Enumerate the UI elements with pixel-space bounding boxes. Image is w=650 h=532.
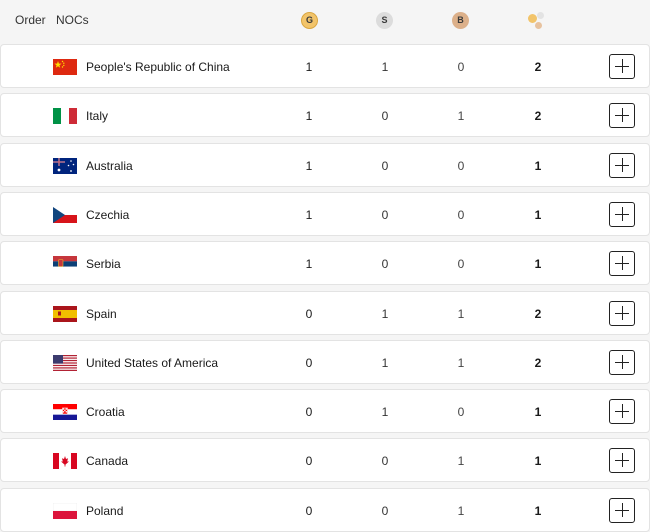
country-name[interactable]: Serbia: [86, 257, 121, 272]
gold-count: 0: [305, 454, 313, 469]
table-row: Croatia 0 1 0 1: [0, 389, 650, 434]
gold-count: 1: [305, 158, 313, 173]
table-row: Poland 0 0 1 1: [0, 487, 650, 532]
silver-count: 0: [381, 109, 389, 124]
flag-australia-icon: [53, 157, 77, 174]
total-count: 2: [534, 60, 542, 74]
country-name[interactable]: Italy: [86, 109, 109, 124]
expand-row-button[interactable]: [609, 103, 635, 129]
bronze-count: 0: [457, 207, 465, 222]
plus-icon: [610, 400, 634, 423]
country-name[interactable]: United States of America: [86, 355, 219, 370]
silver-count: 1: [381, 355, 389, 370]
flag-china-icon: [53, 59, 77, 75]
expand-row-button[interactable]: [609, 399, 635, 425]
plus-icon: [610, 104, 634, 127]
bronze-medal-icon[interactable]: B: [452, 12, 469, 29]
country-name[interactable]: Czechia: [86, 207, 130, 222]
expand-row-button[interactable]: [609, 448, 635, 474]
gold-count: 1: [305, 60, 313, 74]
gold-count: 1: [305, 109, 313, 124]
silver-count: 1: [381, 60, 389, 74]
flag-serbia-icon: [53, 256, 77, 273]
country-name[interactable]: Australia: [86, 158, 133, 173]
flag-poland-icon: [53, 502, 77, 519]
table-row: United States of America 0 1 1 2: [0, 339, 650, 384]
expand-row-button[interactable]: [609, 497, 635, 523]
silver-count: 0: [381, 158, 389, 173]
gold-count: 1: [305, 207, 313, 222]
country-name[interactable]: Canada: [86, 454, 129, 469]
bronze-count: 1: [457, 454, 465, 469]
plus-icon: [610, 203, 634, 226]
plus-icon: [610, 55, 634, 78]
expand-row-button[interactable]: [609, 349, 635, 375]
total-count: 1: [534, 503, 542, 518]
flag-canada-icon: [53, 453, 77, 470]
expand-row-button[interactable]: [609, 300, 635, 326]
gold-count: 0: [305, 306, 313, 321]
total-count: 1: [534, 158, 542, 173]
country-name[interactable]: Croatia: [86, 405, 125, 420]
bronze-count: 1: [457, 503, 465, 518]
bronze-count: 0: [457, 60, 465, 74]
total-count: 1: [534, 454, 542, 469]
country-name[interactable]: Spain: [86, 306, 117, 321]
gold-medal-icon[interactable]: G: [301, 12, 318, 29]
table-row: Czechia 1 0 0 1: [0, 191, 650, 236]
flag-croatia-icon: [53, 404, 77, 421]
country-name[interactable]: People's Republic of China: [86, 60, 230, 74]
plus-icon: [610, 252, 634, 275]
total-medals-icon[interactable]: [527, 11, 549, 33]
silver-count: 0: [381, 503, 389, 518]
bronze-count: 1: [457, 109, 465, 124]
bronze-count: 0: [457, 257, 465, 272]
table-row: Serbia 1 0 0 1: [0, 241, 650, 286]
silver-count: 0: [381, 454, 389, 469]
gold-count: 0: [305, 405, 313, 420]
table-row: People's Republic of China 1 1 0 2: [0, 44, 650, 88]
table-row: Spain 0 1 1 2: [0, 290, 650, 335]
silver-medal-icon[interactable]: S: [376, 12, 393, 29]
bronze-count: 1: [457, 355, 465, 370]
silver-count: 1: [381, 306, 389, 321]
plus-icon: [610, 499, 634, 522]
bronze-count: 1: [457, 306, 465, 321]
total-count: 2: [534, 355, 542, 370]
order-column-header[interactable]: Order: [15, 13, 46, 27]
plus-icon: [610, 302, 634, 325]
expand-row-button[interactable]: [609, 201, 635, 227]
table-row: Australia 1 0 0 1: [0, 142, 650, 187]
plus-icon: [610, 351, 634, 374]
expand-row-button[interactable]: [609, 54, 635, 79]
silver-count: 1: [381, 405, 389, 420]
expand-row-button[interactable]: [609, 251, 635, 277]
total-count: 1: [534, 405, 542, 420]
silver-count: 0: [381, 257, 389, 272]
total-count: 2: [534, 306, 542, 321]
flag-usa-icon: [53, 354, 77, 371]
plus-icon: [610, 449, 634, 472]
medal-table-header: Order NOCs G S B: [0, 0, 650, 42]
silver-count: 0: [381, 207, 389, 222]
gold-count: 1: [305, 257, 313, 272]
table-row: Italy 1 0 1 2: [0, 93, 650, 138]
expand-row-button[interactable]: [609, 152, 635, 178]
nocs-column-header[interactable]: NOCs: [56, 13, 89, 27]
bronze-count: 0: [457, 158, 465, 173]
flag-italy-icon: [53, 108, 77, 125]
flag-spain-icon: [53, 305, 77, 322]
bronze-count: 0: [457, 405, 465, 420]
gold-count: 0: [305, 355, 313, 370]
country-name[interactable]: Poland: [86, 503, 124, 518]
flag-czechia-icon: [53, 206, 77, 223]
total-count: 2: [534, 109, 542, 124]
total-count: 1: [534, 257, 542, 272]
gold-count: 0: [305, 503, 313, 518]
total-count: 1: [534, 207, 542, 222]
table-row: Canada 0 0 1 1: [0, 438, 650, 483]
plus-icon: [610, 154, 634, 177]
